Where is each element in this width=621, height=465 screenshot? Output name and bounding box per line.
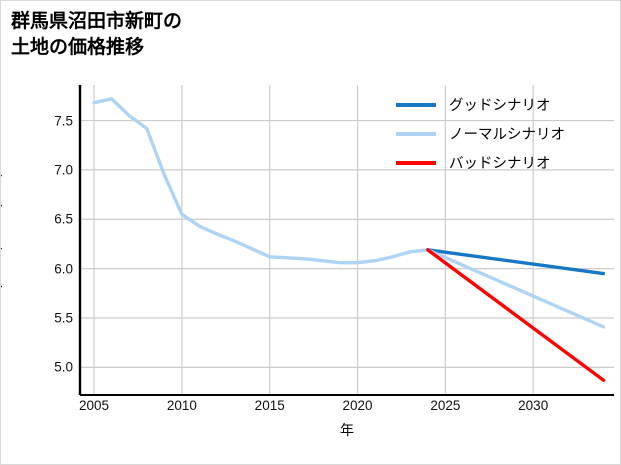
series-lines [92,97,606,382]
x-tick-label: 2030 [518,398,549,413]
series-line [426,248,606,382]
x-tick-label: 2020 [342,398,373,413]
gridlines [80,85,614,395]
y-tick-label: 6.0 [54,261,73,277]
x-tick-label: 2015 [254,398,285,413]
x-tick-label: 2010 [166,398,197,413]
legend-item-good[interactable]: グッドシナリオ [396,90,610,119]
plot-svg [78,85,614,396]
legend-swatch-normal [396,131,436,136]
chart-legend: グッドシナリオ ノーマルシナリオ バッドシナリオ [396,90,610,177]
x-tick-label: 2025 [430,398,461,413]
x-axis-label: 年 [340,422,354,438]
series-line [426,248,606,329]
series-line [92,97,430,265]
y-tick-label: 7.0 [54,162,73,178]
y-tick-label: 6.5 [54,211,73,227]
y-axis-label: 坪 (3.3m²) 単価 (万円) [0,171,2,308]
legend-item-normal[interactable]: ノーマルシナリオ [396,119,610,148]
legend-swatch-bad [396,160,436,165]
chart-title: 群馬県沼田市新町の 土地の価格推移 [11,11,183,58]
y-tick-label: 5.5 [54,310,73,326]
legend-label-good: グッドシナリオ [449,98,551,114]
plot-area [78,85,614,396]
legend-item-bad[interactable]: バッドシナリオ [396,148,610,177]
legend-swatch-good [396,102,436,107]
legend-label-bad: バッドシナリオ [449,156,551,172]
legend-label-normal: ノーマルシナリオ [449,127,565,143]
y-tick-label: 5.0 [54,359,73,375]
series-line [426,248,606,276]
y-tick-label: 7.5 [54,113,73,129]
x-tick-label: 2005 [79,398,110,413]
